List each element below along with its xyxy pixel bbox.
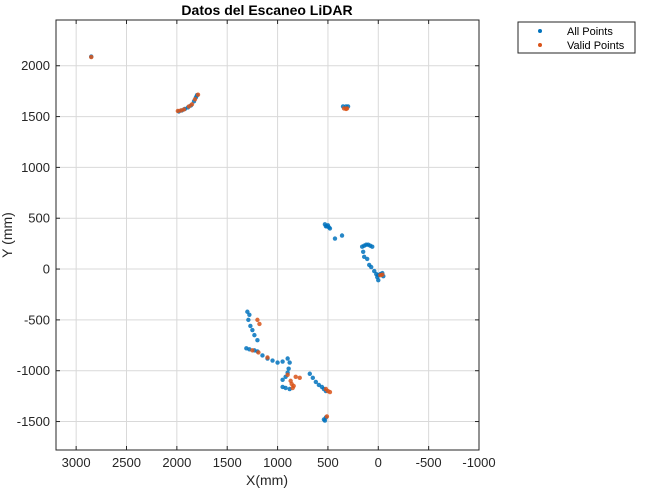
data-point-all-points	[252, 332, 257, 338]
data-point-valid-points	[293, 374, 298, 380]
y-axis-label: Y (mm)	[0, 212, 15, 258]
axis-ticks: 3000 2500 2000 1500 1000 500 0 -500 -1000 -1500 -1…	[17, 20, 496, 470]
x-axis-label: X(mm)	[246, 472, 288, 488]
data-point-valid-points	[324, 414, 330, 419]
legend-label-all-points: All Points	[567, 26, 613, 38]
data-point-valid-points	[285, 372, 290, 377]
y-tick-label: -1000	[17, 363, 50, 378]
data-point-valid-points	[255, 317, 260, 323]
x-tick-label: 500	[317, 455, 339, 470]
data-point-valid-points	[89, 54, 94, 60]
data-point-valid-points	[181, 107, 187, 112]
legend: All Points Valid Points	[517, 21, 636, 54]
data-point-all-points	[275, 360, 280, 365]
y-tick-label: 0	[43, 262, 50, 277]
x-tick-label: 1000	[263, 455, 292, 470]
data-point-valid-points	[189, 102, 195, 107]
x-tick-label: 0	[375, 455, 382, 470]
data-point-all-points	[322, 418, 328, 423]
x-tick-label: 2500	[112, 455, 141, 470]
data-point-all-points	[248, 323, 253, 329]
data-point-valid-points	[297, 375, 302, 381]
plot-area-background	[56, 20, 479, 450]
y-tick-label: 1500	[21, 109, 50, 124]
y-tick-label: 1000	[21, 160, 50, 175]
data-point-all-points	[369, 264, 374, 270]
data-point-valid-points	[257, 321, 262, 327]
data-series	[89, 54, 386, 423]
legend-label-valid-points: Valid Points	[567, 40, 625, 52]
data-point-all-points	[280, 359, 285, 364]
legend-marker-valid-points	[538, 43, 542, 47]
x-tick-label: 3000	[62, 455, 91, 470]
data-point-valid-points	[192, 97, 198, 102]
data-point-all-points	[247, 312, 252, 317]
grid	[56, 20, 480, 450]
data-point-all-points	[250, 327, 255, 333]
chart-title: Datos del Escaneo LiDAR	[181, 2, 352, 18]
data-point-valid-points	[380, 272, 385, 277]
data-point-all-points	[260, 353, 265, 358]
data-point-all-points	[286, 366, 291, 371]
data-point-all-points	[376, 278, 381, 283]
data-point-valid-points	[290, 385, 295, 391]
data-point-all-points	[285, 356, 290, 361]
data-point-valid-points	[195, 92, 201, 97]
y-tick-label: -500	[24, 312, 50, 327]
data-point-all-points	[283, 385, 288, 391]
data-point-all-points	[332, 236, 338, 241]
x-tick-label: 2000	[162, 455, 191, 470]
series-valid-points	[89, 54, 385, 419]
data-point-all-points	[360, 249, 366, 254]
legend-box	[517, 21, 636, 54]
data-point-all-points	[339, 233, 345, 238]
data-point-all-points	[310, 375, 316, 381]
data-point-all-points	[255, 338, 260, 343]
data-point-valid-points	[250, 348, 255, 353]
data-point-all-points	[280, 377, 285, 383]
legend-marker-all-points	[538, 29, 542, 33]
data-point-valid-points	[265, 355, 270, 360]
data-point-all-points	[313, 379, 319, 385]
data-point-all-points	[365, 256, 370, 262]
data-point-valid-points	[256, 350, 261, 355]
x-tick-label: -1000	[462, 455, 495, 470]
y-tick-label: 2000	[21, 58, 50, 73]
plot-area-border	[55, 19, 480, 451]
x-tick-label: 1500	[213, 455, 242, 470]
data-point-all-points	[246, 317, 251, 323]
data-point-all-points	[327, 226, 333, 231]
data-point-all-points	[307, 371, 312, 376]
x-tick-label: -500	[416, 455, 442, 470]
data-point-all-points	[370, 244, 375, 249]
y-tick-label: 500	[28, 211, 50, 226]
data-point-valid-points	[327, 389, 333, 395]
data-point-all-points	[287, 360, 292, 365]
data-point-all-points	[270, 358, 275, 363]
data-point-valid-points	[344, 106, 350, 111]
y-tick-label: -1500	[17, 414, 50, 429]
